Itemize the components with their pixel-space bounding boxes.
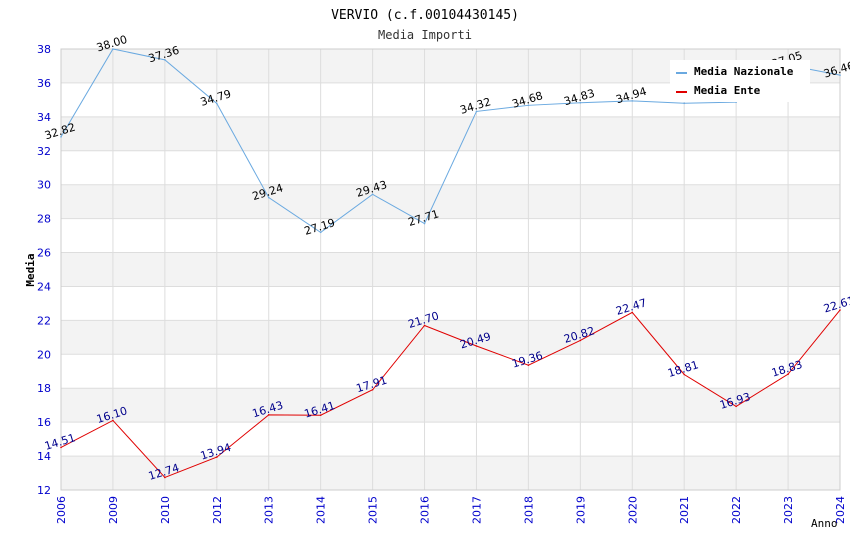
y-tick-label: 12 [37,484,51,497]
y-tick-label: 18 [37,382,51,395]
x-tick-label: 2022 [730,496,743,524]
data-label: 27.19 [303,216,337,238]
x-tick-label: 2019 [574,496,587,524]
data-point [371,388,374,391]
data-point [319,414,322,416]
y-tick-label: 28 [37,213,51,226]
data-label: 18.83 [770,358,804,380]
data-label: 14.51 [43,431,77,453]
data-point [579,101,582,104]
grid-band [61,184,840,219]
data-label: 22.47 [614,296,648,318]
data-point [164,476,166,479]
legend-label-media-ente: Media Ente [694,84,761,97]
y-tick-label: 24 [37,280,51,293]
y-tick-label: 36 [37,77,51,90]
data-point [683,102,685,105]
y-tick-label: 26 [37,247,51,260]
y-axis-label: Media [24,253,37,286]
x-axis-label: Anno [811,517,838,530]
data-point [60,136,62,138]
data-label: 22.61 [822,294,850,316]
data-point [631,100,634,102]
data-point [735,405,737,408]
data-label: 34.83 [562,87,596,109]
data-point [475,110,478,113]
x-tick-label: 2010 [159,496,172,524]
x-tick-label: 2021 [678,496,691,524]
y-tick-label: 14 [37,450,51,463]
x-tick-label: 2014 [315,496,328,524]
data-point [839,309,841,311]
data-point [683,373,685,376]
x-tick-label: 2018 [522,496,535,524]
data-point [527,364,530,366]
data-point [631,311,634,314]
x-tick-label: 2015 [367,496,380,524]
y-tick-label: 32 [37,145,51,158]
data-label: 34.68 [510,89,544,111]
data-point [475,345,478,347]
x-tick-label: 2012 [211,496,224,524]
x-tick-label: 2017 [470,496,483,524]
x-tick-label: 2023 [782,496,795,524]
y-tick-label: 16 [37,416,51,429]
x-tick-label: 2009 [107,496,120,524]
chart-subtitle: Media Importi [378,28,472,42]
x-tick-label: 2006 [55,496,68,524]
series-line-media-nazionale [60,48,841,233]
axes [60,48,841,491]
data-point [112,419,114,422]
data-point [579,339,582,342]
data-label: 34.94 [614,85,648,107]
x-tick-label: 2016 [419,496,432,524]
data-point [787,373,789,375]
grid-band [61,456,840,490]
legend-box [670,60,810,102]
grid-band [61,388,840,423]
data-point [267,414,270,416]
x-tick-label: 2024 [834,496,847,524]
data-point [267,196,270,199]
series-line-media-ente [60,309,841,479]
grid-band [61,116,840,151]
y-tick-label: 34 [37,111,51,124]
series-lines [60,48,841,479]
y-tick-label: 30 [37,179,51,192]
y-tick-label: 20 [37,348,51,361]
data-point [112,48,114,50]
data-point [319,231,322,234]
y-tick-label: 38 [37,43,51,56]
legend: Media Nazionale Media Ente [670,60,810,102]
data-point [216,102,218,105]
x-tick-label: 2020 [626,496,639,524]
legend-label-media-nazionale: Media Nazionale [694,65,794,78]
grid-bands [61,49,840,490]
x-tick-label: 2013 [263,496,276,524]
y-tick-label: 22 [37,314,51,327]
data-point [164,59,166,61]
grid-band [61,252,840,287]
data-label: 18.81 [666,358,700,380]
data-point [216,456,218,458]
data-point [839,74,841,76]
data-label: 34.79 [199,87,233,109]
data-point [60,446,62,449]
data-point [423,222,426,225]
data-point [423,324,426,327]
plot-frame [60,48,841,491]
data-point [527,104,530,107]
grid-band [61,320,840,355]
data-point [371,193,374,196]
chart-title: VERVIO (c.f.00104430145) [331,8,519,23]
